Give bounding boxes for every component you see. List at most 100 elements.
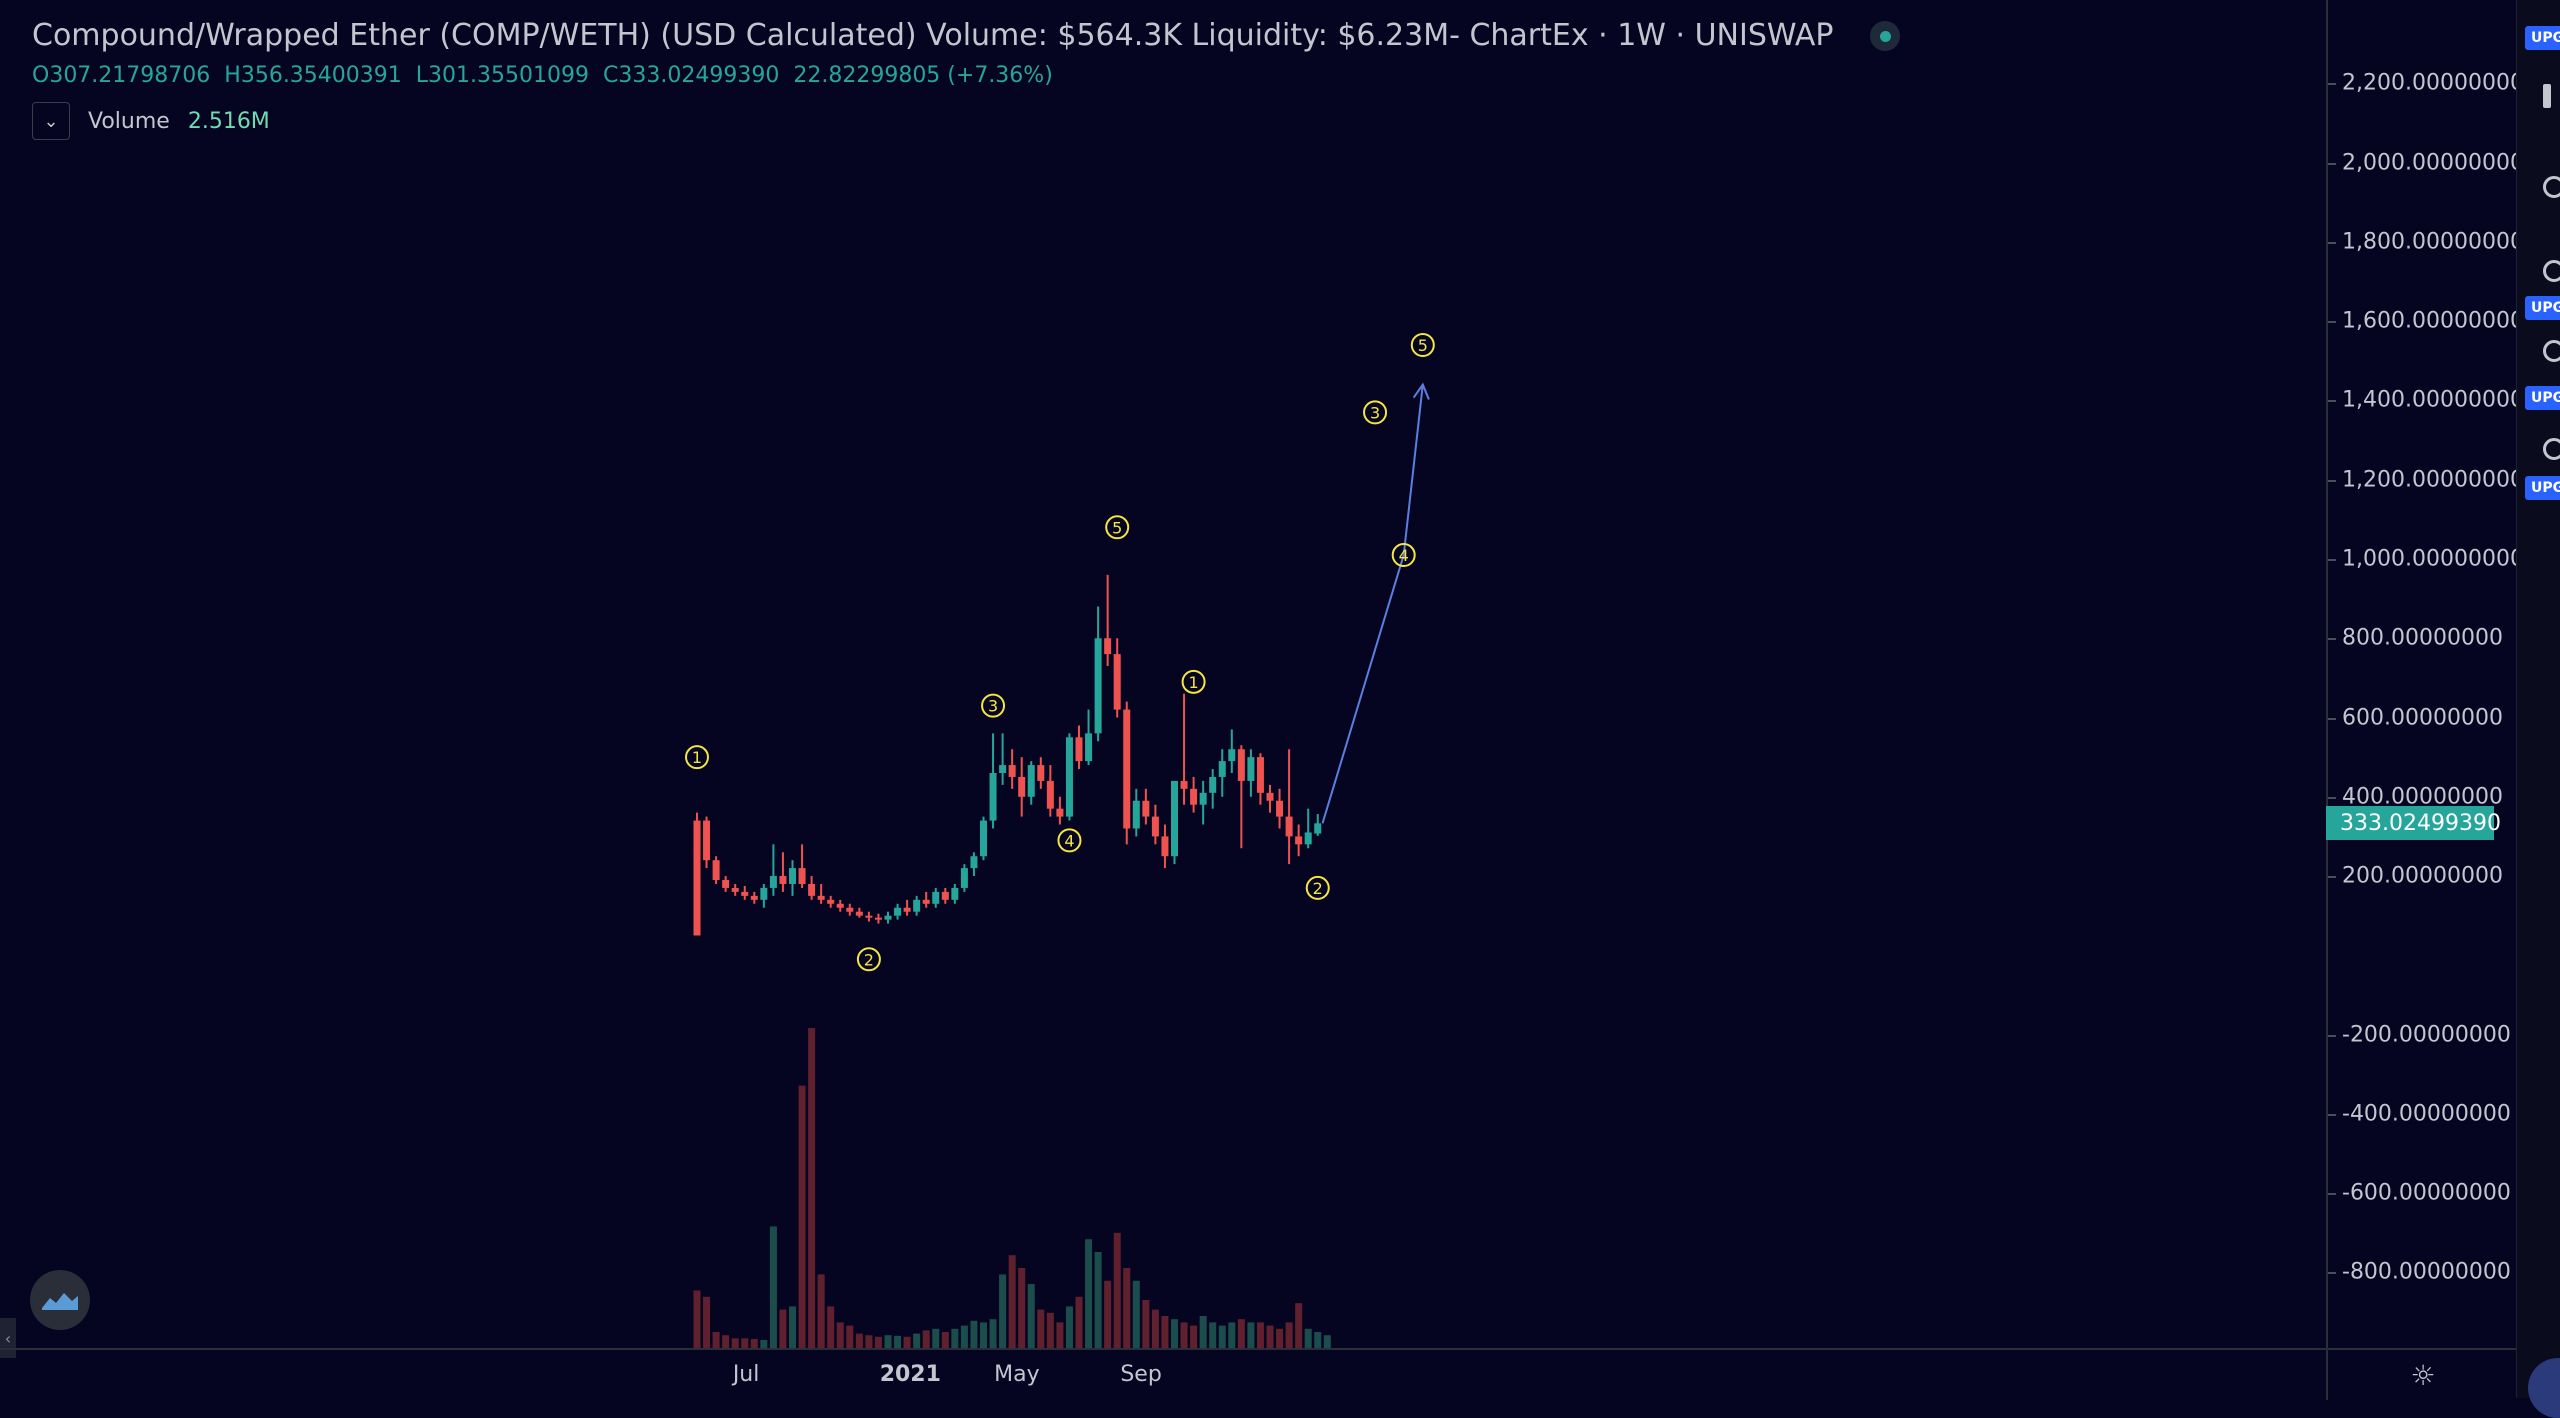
- wave-label-circle: [1181, 669, 1206, 694]
- price-tick-mark: [2328, 162, 2336, 165]
- wave-label: 5: [1418, 336, 1428, 355]
- wave-label-circle: [1391, 543, 1416, 568]
- title-row: Compound/Wrapped Ether (COMP/WETH) (USD …: [32, 18, 1900, 53]
- volume-bar: [750, 1339, 758, 1348]
- target-icon[interactable]: [2543, 260, 2560, 282]
- grid-icon[interactable]: [2543, 84, 2551, 108]
- candle-body: [1018, 776, 1026, 797]
- candle-body: [789, 868, 796, 884]
- upgrade-badge[interactable]: UPG: [2525, 386, 2560, 410]
- price-tick-label: 400.00000000: [2342, 784, 2503, 810]
- volume-bar: [1113, 1232, 1121, 1348]
- volume-bar: [1180, 1322, 1188, 1348]
- wave-label: 2: [1313, 879, 1323, 898]
- wave-label-circle: [981, 693, 1006, 718]
- price-tick-label: -600.00000000: [2342, 1180, 2511, 1206]
- volume-bar: [817, 1274, 825, 1348]
- wave-label-circle: [1105, 515, 1130, 540]
- wave-label-circle: [1410, 332, 1435, 357]
- candle-body: [922, 899, 930, 904]
- price-tick-label: -200.00000000: [2342, 1022, 2511, 1048]
- upgrade-badge[interactable]: UPG: [2525, 296, 2560, 320]
- volume-bar: [760, 1340, 768, 1348]
- volume-bar: [1123, 1268, 1131, 1348]
- volume-bar: [1027, 1284, 1035, 1348]
- wave-label: 3: [1370, 403, 1380, 422]
- candlestick-chart[interactable]: 1 2 3 4 5 1 2 3 4 5: [0, 0, 2326, 1348]
- volume-bar: [1218, 1325, 1226, 1348]
- volume-bar: [1228, 1322, 1236, 1348]
- alert-icon[interactable]: [2543, 340, 2560, 362]
- candle-body: [846, 907, 854, 912]
- chart-area[interactable]: 1 2 3 4 5 1 2 3 4 5 Compound/Wrapped Ether (COMP/…: [0, 0, 2326, 1358]
- price-tick-mark: [2328, 796, 2336, 799]
- candle-body: [1304, 832, 1312, 845]
- price-tick-mark: [2328, 321, 2336, 324]
- volume-value: 2.516M: [187, 108, 270, 134]
- upgrade-badge[interactable]: UPG: [2525, 476, 2560, 500]
- volume-bar: [1018, 1268, 1026, 1348]
- tradingview-logo-icon[interactable]: [30, 1270, 90, 1330]
- time-axis[interactable]: Jul 2021 May Sep: [0, 1348, 2326, 1400]
- right-toolbar: UPG UPG UPG UPG: [2516, 0, 2560, 1398]
- volume-bar: [836, 1322, 844, 1348]
- candle-body: [1065, 737, 1073, 817]
- candle-body: [1037, 765, 1045, 781]
- price-axis[interactable]: 2,200.00000000 2,000.00000000 1,800.000000…: [2326, 0, 2524, 1348]
- volume-bar: [703, 1296, 711, 1348]
- candle-body: [1104, 638, 1112, 655]
- calendar-icon[interactable]: [2543, 438, 2560, 460]
- candle-body: [1285, 816, 1293, 837]
- price-tick-mark: [2328, 717, 2336, 720]
- price-tick-label: 1,400.00000000: [2342, 387, 2524, 413]
- price-tick-label: 1,000.00000000: [2342, 546, 2524, 572]
- volume-bar: [1046, 1312, 1054, 1348]
- ohlc-close: C333.02499390: [603, 63, 780, 88]
- candle-body: [1113, 654, 1121, 710]
- volume-bar: [1314, 1332, 1322, 1348]
- price-tick-mark: [2328, 559, 2336, 561]
- volume-bar: [884, 1335, 892, 1348]
- candle-body: [1276, 800, 1284, 817]
- volume-bar: [1075, 1296, 1083, 1348]
- candle-body: [989, 773, 997, 821]
- volume-bar: [1142, 1300, 1150, 1348]
- volume-bar: [808, 1028, 816, 1348]
- volume-bar: [1085, 1239, 1093, 1348]
- candle-body: [712, 860, 720, 881]
- candle-body: [1008, 765, 1016, 777]
- candle-body: [1218, 761, 1226, 777]
- volume-bar: [1237, 1319, 1245, 1348]
- candle-body: [1295, 836, 1303, 845]
- wave-label: 3: [988, 697, 998, 716]
- candle-body: [894, 907, 902, 916]
- gear-icon[interactable]: ☼: [2326, 1348, 2518, 1400]
- volume-bar: [1256, 1322, 1264, 1348]
- volume-bar: [846, 1325, 854, 1348]
- candle-body: [999, 765, 1007, 774]
- price-tick-mark: [2328, 1113, 2336, 1116]
- wave-label-circle: [1305, 875, 1330, 900]
- market-status-icon[interactable]: [1869, 20, 1900, 51]
- volume-bar: [1104, 1280, 1112, 1348]
- clock-icon[interactable]: [2543, 176, 2560, 198]
- candle-body: [1228, 749, 1236, 762]
- volume-bar: [1285, 1322, 1293, 1348]
- volume-bar: [779, 1309, 787, 1348]
- projection-line: [1321, 384, 1424, 824]
- volume-bar: [1161, 1316, 1169, 1348]
- volume-bar: [1304, 1328, 1312, 1348]
- wave-label-circle: [1363, 400, 1388, 425]
- volume-bar: [769, 1226, 777, 1348]
- candle-body: [693, 820, 701, 936]
- candle-body: [1161, 836, 1169, 857]
- chevron-down-icon[interactable]: ⌄: [32, 102, 70, 140]
- candle-body: [1247, 757, 1255, 781]
- candle-body: [903, 907, 911, 912]
- upgrade-badge[interactable]: UPG: [2525, 26, 2560, 50]
- price-tick-label: -400.00000000: [2342, 1101, 2511, 1127]
- symbol-title[interactable]: Compound/Wrapped Ether (COMP/WETH) (USD …: [32, 18, 1834, 53]
- volume-bar: [922, 1330, 930, 1348]
- price-tick-label: 200.00000000: [2342, 863, 2503, 889]
- candle-body: [722, 880, 730, 888]
